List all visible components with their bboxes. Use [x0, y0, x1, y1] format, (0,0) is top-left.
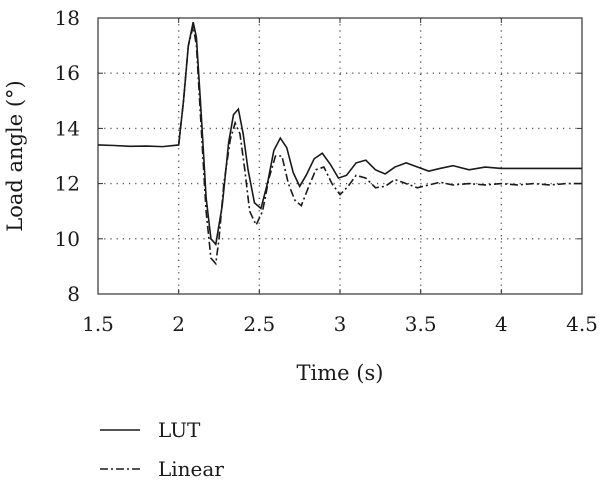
y-tick-label: 18 [55, 6, 80, 30]
x-tick-label: 2 [172, 312, 185, 336]
x-tick-labels: 1.5 2 2.5 3 3.5 4 4.5 [82, 312, 598, 336]
axis-ticks [97, 17, 583, 295]
legend-label-lut: LUT [158, 418, 201, 442]
series-lines [97, 21, 582, 266]
y-tick-label: 14 [55, 116, 80, 140]
plot-frame [97, 17, 583, 295]
y-tick-label: 12 [55, 172, 80, 196]
legend-label-linear: Linear [158, 457, 224, 481]
y-tick-label: 10 [55, 227, 80, 251]
x-tick-label: 4.5 [566, 312, 598, 336]
x-tick-label: 3 [334, 312, 347, 336]
y-tick-label: 8 [67, 282, 80, 306]
series-line-lut [97, 21, 582, 247]
y-tick-labels: 8 10 12 14 16 18 [55, 6, 80, 306]
legend: LUT Linear [100, 418, 224, 481]
series-line-linear [177, 26, 582, 266]
y-tick-label: 16 [55, 61, 80, 85]
x-tick-label: 2.5 [243, 312, 275, 336]
x-tick-label: 4 [495, 312, 508, 336]
grid-lines [98, 18, 582, 294]
y-axis-label: Load angle (°) [3, 80, 27, 231]
x-axis-label: Time (s) [297, 361, 384, 385]
x-tick-label: 1.5 [82, 312, 114, 336]
x-tick-label: 3.5 [405, 312, 437, 336]
